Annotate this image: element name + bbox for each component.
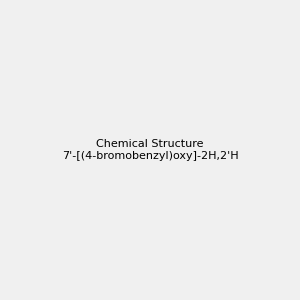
Text: Chemical Structure
7'-[(4-bromobenzyl)oxy]-2H,2'H: Chemical Structure 7'-[(4-bromobenzyl)ox…: [62, 139, 238, 161]
